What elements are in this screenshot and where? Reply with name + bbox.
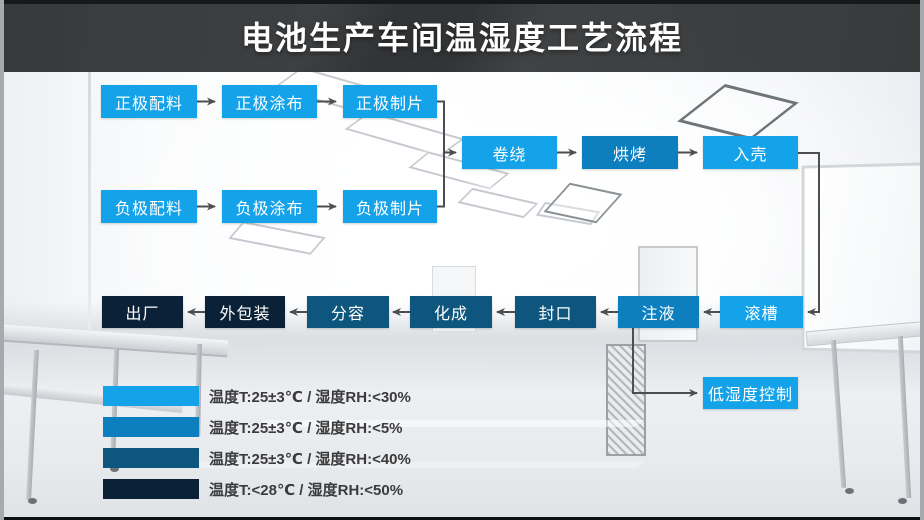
legend-label: 温度T:25±3℃ / 湿度RH:<30% bbox=[209, 388, 411, 406]
wall-corner-line bbox=[88, 72, 91, 330]
connector-casing-to-grooving bbox=[798, 152, 820, 316]
frame-left bbox=[0, 0, 4, 520]
legend-item: 温度T:25±3℃ / 湿度RH:<40% bbox=[103, 448, 411, 468]
flow-node-zhuye: 注液 bbox=[618, 296, 699, 328]
table-foot bbox=[110, 466, 119, 472]
slide-title: 电池生产车间温湿度工艺流程 bbox=[240, 20, 683, 56]
frame-top bbox=[0, 0, 924, 4]
title-bar: 电池生产车间温湿度工艺流程 bbox=[0, 4, 924, 72]
flow-node-hongkao: 烘烤 bbox=[582, 136, 678, 169]
flow-node-fengkou: 封口 bbox=[515, 296, 596, 328]
flow-node-fenrong: 分容 bbox=[307, 296, 389, 328]
flow-node-waibaozhuang: 外包装 bbox=[205, 296, 285, 328]
legend-swatch bbox=[103, 479, 199, 499]
flow-node-fuji-peiliao: 负极配料 bbox=[101, 190, 197, 223]
flow-node-zhengji-zhipian: 正极制片 bbox=[343, 85, 437, 118]
flow-node-huacheng: 化成 bbox=[410, 296, 492, 328]
flow-node-ruke: 入壳 bbox=[703, 136, 798, 169]
wall-grille bbox=[606, 344, 646, 456]
frame-right bbox=[920, 0, 924, 520]
table-foot bbox=[898, 498, 907, 504]
flow-node-chuchang: 出厂 bbox=[102, 296, 183, 328]
legend-label: 温度T:25±3℃ / 湿度RH:<5% bbox=[209, 419, 403, 437]
legend-swatch bbox=[103, 386, 199, 406]
legend-item: 温度T:<28℃ / 湿度RH:<50% bbox=[103, 479, 411, 499]
flow-node-zhengji-tubu: 正极涂布 bbox=[222, 85, 317, 118]
legend-label: 温度T:25±3℃ / 湿度RH:<40% bbox=[209, 450, 411, 468]
connector-injection-to-lowhumidity bbox=[632, 328, 698, 397]
connector-merge-bracket bbox=[437, 100, 445, 208]
flow-node-guncao: 滚槽 bbox=[720, 296, 803, 328]
flow-node-juanrao: 卷绕 bbox=[462, 136, 557, 169]
table-foot bbox=[28, 498, 37, 504]
legend-swatch bbox=[103, 417, 199, 437]
flow-node-zhengji-peiliao: 正极配料 bbox=[101, 85, 197, 118]
legend-swatch bbox=[103, 448, 199, 468]
flow-node-dishidu-kongzhi: 低湿度控制 bbox=[703, 377, 798, 409]
flow-node-fuji-tubu: 负极涂布 bbox=[222, 190, 317, 223]
legend-item: 温度T:25±3℃ / 湿度RH:<30% bbox=[103, 386, 411, 406]
legend: 温度T:25±3℃ / 湿度RH:<30% 温度T:25±3℃ / 湿度RH:<5… bbox=[103, 386, 411, 499]
flow-node-fuji-zhipian: 负极制片 bbox=[343, 190, 437, 223]
legend-label: 温度T:<28℃ / 湿度RH:<50% bbox=[209, 481, 404, 499]
table-foot bbox=[845, 488, 854, 494]
legend-item: 温度T:25±3℃ / 湿度RH:<5% bbox=[103, 417, 411, 437]
frame-bottom bbox=[0, 517, 924, 520]
